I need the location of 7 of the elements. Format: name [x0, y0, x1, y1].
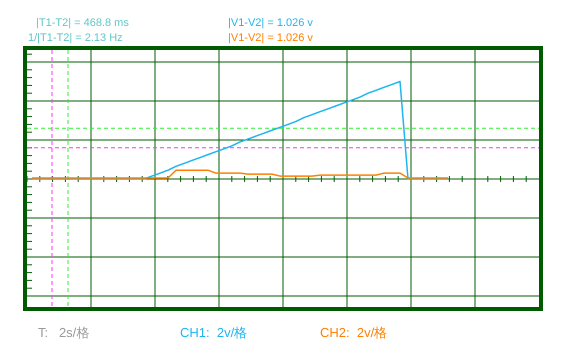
text: |T1-T2| = 468.8 ms — [36, 17, 130, 29]
text: 1/|T1-T2| = 2.13 Hz — [28, 32, 123, 44]
text: |V1-V2| = 1.026 v — [228, 32, 314, 44]
text: |V1-V2| = 1.026 v — [228, 17, 314, 29]
text: T: 2s/格 — [38, 325, 90, 340]
text: CH1: 2v/格 — [180, 325, 248, 340]
text: CH2: 2v/格 — [320, 325, 388, 340]
